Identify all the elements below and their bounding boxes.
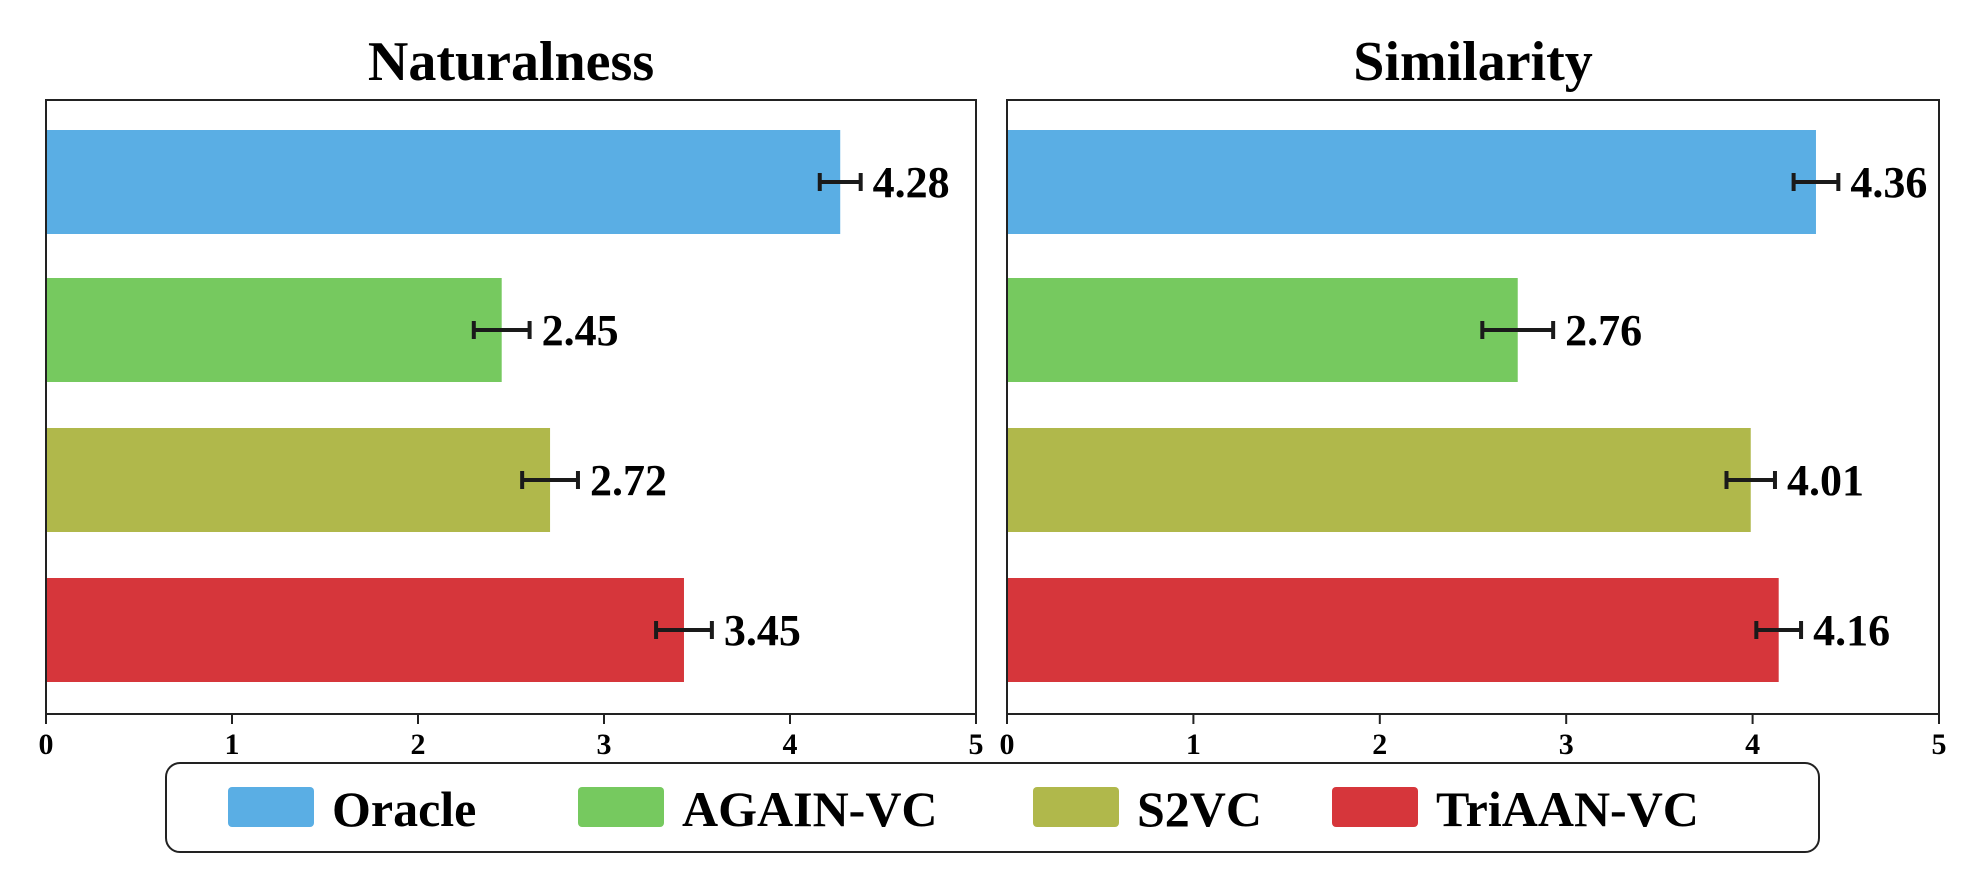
naturalness-bar-triaan-vc [46, 578, 684, 682]
legend-swatch-again-vc [578, 787, 664, 827]
similarity-error-bar-again-vc [1480, 321, 1556, 339]
naturalness-chart: Naturalness 4.28 2.45 2.72 3.45 0 1 2 3 4 5 [39, 31, 984, 761]
legend-label-s2vc: S2VC [1137, 781, 1262, 837]
similarity-value-label-oracle: 4.36 [1850, 158, 1927, 207]
legend-frame [165, 762, 1820, 853]
similarity-bar-s2vc [1007, 428, 1751, 532]
similarity-plot-frame [1006, 99, 1940, 715]
naturalness-x-tick-label-3: 3 [597, 728, 612, 761]
naturalness-value-label-triaan-vc: 3.45 [724, 606, 801, 655]
legend-swatch-s2vc [1033, 787, 1119, 827]
similarity-bar-again-vc [1007, 278, 1518, 382]
naturalness-x-tick-label-4: 4 [783, 728, 798, 761]
legend: Oracle AGAIN-VC S2VC TriAAN-VC [165, 762, 1820, 853]
similarity-value-label-triaan-vc: 4.16 [1813, 606, 1890, 655]
similarity-x-tick-label-2: 2 [1372, 728, 1387, 761]
naturalness-bar-again-vc [46, 278, 502, 382]
similarity-bar-triaan-vc [1007, 578, 1779, 682]
naturalness-x-tick-label-5: 5 [969, 728, 984, 761]
naturalness-value-label-s2vc: 2.72 [590, 456, 667, 505]
similarity-x-tick-label-1: 1 [1186, 728, 1201, 761]
naturalness-error-bar-oracle [817, 173, 863, 191]
legend-item-again-vc: AGAIN-VC [578, 781, 938, 837]
naturalness-value-label-oracle: 4.28 [873, 158, 950, 207]
naturalness-x-tick-label-0: 0 [39, 728, 54, 761]
legend-item-triaan-vc: TriAAN-VC [1332, 781, 1699, 837]
similarity-bar-oracle [1007, 130, 1816, 234]
legend-swatch-oracle [228, 787, 314, 827]
naturalness-bar-s2vc [46, 428, 551, 532]
similarity-x-tick-label-3: 3 [1559, 728, 1574, 761]
naturalness-error-bar-s2vc [520, 471, 580, 489]
legend-swatch-triaan-vc [1332, 787, 1418, 827]
similarity-x-tick-label-0: 0 [1000, 728, 1015, 761]
legend-label-again-vc: AGAIN-VC [682, 781, 938, 837]
naturalness-error-bar-triaan-vc [654, 621, 714, 639]
similarity-x-tick-label-5: 5 [1932, 728, 1947, 761]
legend-item-s2vc: S2VC [1033, 781, 1262, 837]
naturalness-plot-frame [45, 99, 977, 715]
naturalness-x-tick-label-1: 1 [225, 728, 240, 761]
similarity-error-bar-s2vc [1724, 471, 1777, 489]
naturalness-error-bar-again-vc [471, 321, 532, 339]
similarity-error-bar-oracle [1791, 173, 1841, 191]
naturalness-x-tick-label-2: 2 [411, 728, 426, 761]
similarity-error-bar-triaan-vc [1754, 621, 1804, 639]
legend-item-oracle: Oracle [228, 781, 476, 837]
similarity-title: Similarity [1353, 31, 1593, 93]
similarity-x-tick-label-4: 4 [1745, 728, 1760, 761]
naturalness-bar-oracle [46, 130, 841, 234]
naturalness-title: Naturalness [368, 31, 654, 93]
similarity-value-label-s2vc: 4.01 [1787, 456, 1864, 505]
naturalness-value-label-again-vc: 2.45 [542, 306, 619, 355]
legend-label-oracle: Oracle [332, 781, 476, 837]
legend-label-triaan-vc: TriAAN-VC [1436, 781, 1699, 837]
similarity-value-label-again-vc: 2.76 [1565, 306, 1642, 355]
similarity-chart: Similarity 4.36 2.76 4.01 4.16 0 1 2 3 4 5 [1000, 31, 1947, 761]
